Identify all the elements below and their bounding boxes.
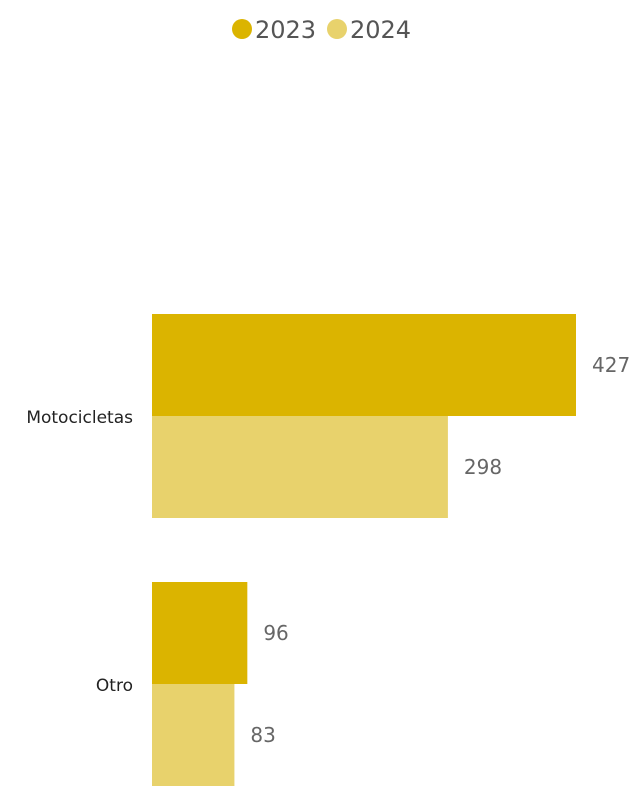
bar-otro-2024[interactable]	[152, 684, 235, 786]
legend-label-2023: 2023	[255, 16, 316, 44]
bar-motocicletas-2024[interactable]	[152, 416, 448, 518]
plot-area: Motocicletas 427 298 Otro 96 83	[26, 314, 630, 786]
value-label-otro-2024: 83	[250, 723, 275, 747]
category-label-motocicletas: Motocicletas	[26, 408, 133, 428]
value-label-motocicletas-2024: 298	[464, 455, 502, 479]
legend-marker-2023	[232, 19, 252, 39]
legend-label-2024: 2024	[350, 16, 411, 44]
bar-motocicletas-2023[interactable]	[152, 314, 576, 416]
bar-otro-2023[interactable]	[152, 582, 248, 684]
value-label-motocicletas-2023: 427	[592, 353, 630, 377]
legend: 2023 2024	[232, 16, 411, 44]
legend-marker-2024	[327, 19, 347, 39]
category-label-otro: Otro	[96, 676, 133, 696]
value-label-otro-2023: 96	[263, 621, 288, 645]
